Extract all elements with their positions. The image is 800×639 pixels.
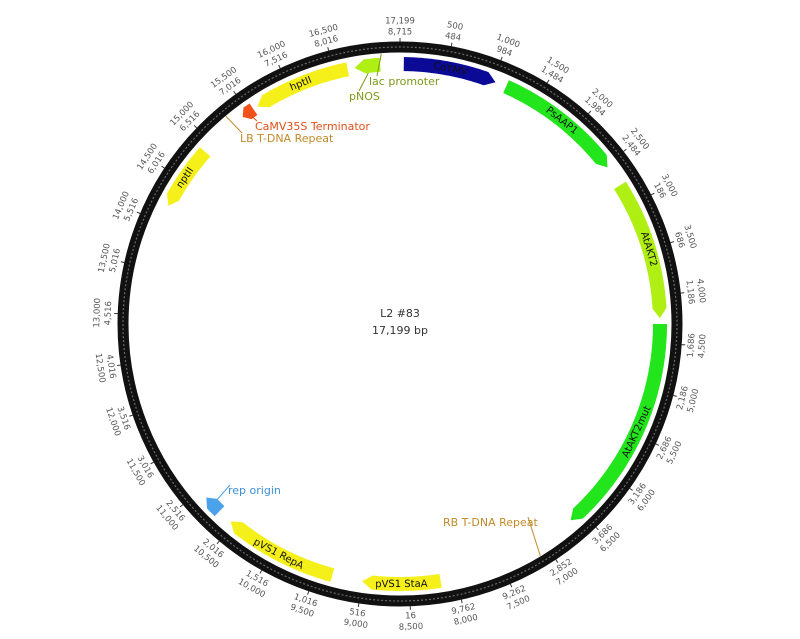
feature-psaap1 [503,80,608,168]
tick-mark [259,569,263,574]
tick-label-outer: 500 [446,20,464,33]
tick-mark [595,526,599,531]
tick-mark [460,599,463,604]
leader-line [212,484,231,505]
tick-label-outer: 12,500 [93,353,107,384]
tick-label-outer: 13,000 [92,298,103,328]
label-rb-t-dna-repeat: RB T-DNA Repeat [443,516,538,529]
tick-mark [307,590,310,595]
label-rep-origin: rep origin [228,484,281,497]
feature-camv35s-terminator [242,103,258,120]
feature-label: pVS1 StaA [375,579,428,590]
tick-mark [129,414,134,417]
tick-label-outer: 8,500 [399,622,424,633]
tick-mark [629,487,633,491]
leader-line [358,72,369,92]
tick-mark [546,79,550,84]
feature-atakt2 [614,181,667,319]
tick-label-inner: 516 [349,607,367,619]
tick-label-inner: 1,686 [686,333,698,358]
feature-pnos [354,57,381,74]
tick-label-inner: 16 [405,611,416,621]
feature-atakt2mut [570,324,667,521]
label-lb-t-dna-repeat: LB T-DNA Repeat [240,132,334,145]
feature-pvs1-repa [230,521,335,582]
tick-mark [193,125,198,129]
tick-mark [509,583,513,588]
feature-hptii [257,62,350,108]
backbone-ring [117,41,683,607]
tick-mark [357,602,360,608]
tick-mark [136,211,141,215]
tick-label-inner: 8,715 [388,28,412,38]
feature-nptii [167,147,211,206]
tick-mark [669,241,675,244]
tick-label-inner: 686 [672,231,686,249]
tick-mark [278,64,281,69]
tick-label-outer: 17,199 [385,17,415,27]
feature-pvs1-staa [362,573,442,591]
label-pnos: pNOS [349,90,380,103]
tick-mark [450,42,453,47]
label-lac-promoter: lac promoter [369,75,440,88]
tick-mark [150,461,155,465]
leader-line [225,115,243,134]
tick-label-outer: 4,000 [694,278,707,303]
leader-line [247,112,258,122]
tick-mark [216,540,220,545]
leader-line [527,516,541,557]
plasmid-name: L2 #83 [380,307,420,320]
tick-mark [116,364,122,367]
tick-mark [120,261,125,264]
tick-mark [555,558,559,563]
tick-mark [622,148,627,153]
tick-mark [500,56,503,61]
tick-mark [655,443,660,446]
tick-label-inner: 484 [444,31,462,44]
backbone-inner-strand [122,46,678,602]
tick-mark [672,394,677,397]
label-camv35s-terminator: CaMV35S Terminator [255,120,370,133]
tick-label-outer: 4,500 [697,334,709,359]
tick-mark [179,503,184,508]
tick-label-inner: 1,186 [683,279,696,304]
tick-mark [650,192,655,196]
tick-label-inner: 4,516 [103,301,114,326]
tick-label-outer: 9,000 [343,618,369,631]
tick-mark [161,165,166,169]
tick-mark [233,91,237,95]
plasmid-length: 17,199 bp [372,324,428,337]
feature-coymv [403,57,496,86]
tick-label-inner: 4,016 [104,354,117,380]
tick-mark [327,47,330,52]
leader-line [376,53,382,77]
feature-rep-origin [206,497,225,517]
tick-mark [587,110,592,115]
external-labels: rep origin CaMV35S Terminator pNOS lac prom… [212,53,541,557]
